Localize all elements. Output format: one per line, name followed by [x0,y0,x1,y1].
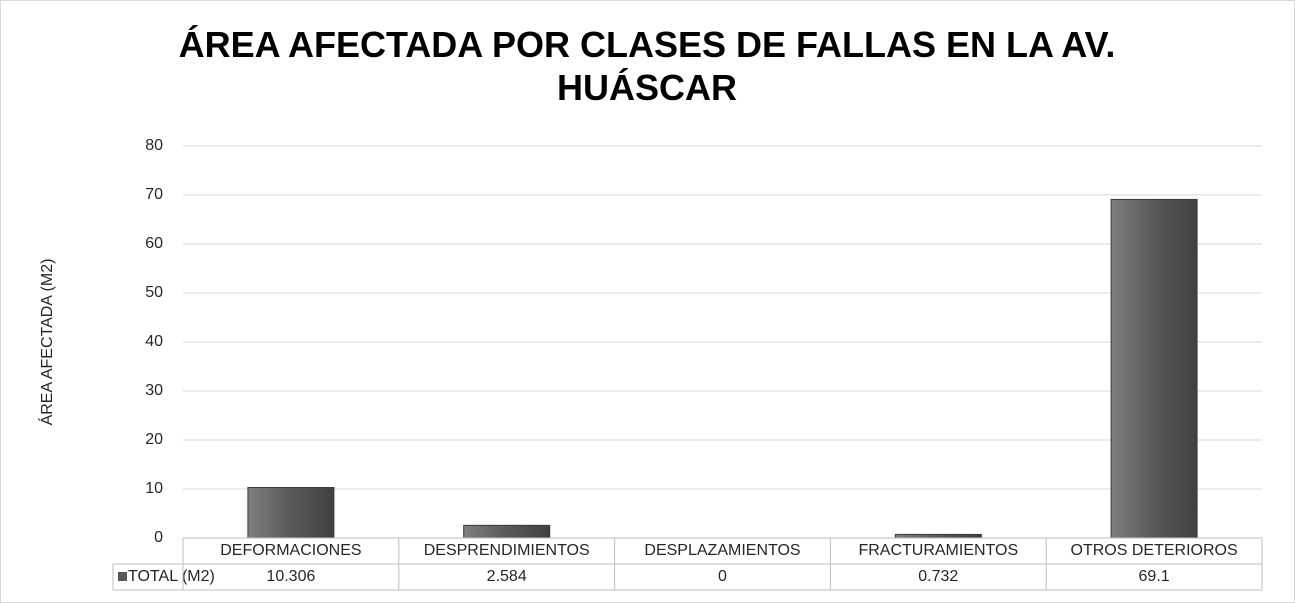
x-tick-label: DEFORMACIONES [220,542,361,559]
y-axis-label: ÁREA AFECTADA (M2) [37,259,56,426]
y-tick-label: 20 [145,431,163,448]
table-value: 69.1 [1139,568,1170,585]
bar [894,533,982,539]
x-tick-label: FRACTURAMIENTOS [858,542,1018,559]
table-value: 0 [718,568,727,585]
y-tick-label: 80 [145,137,163,154]
y-tick-label: 70 [145,186,163,203]
y-tick-label: 10 [145,480,163,497]
bar [247,487,335,539]
y-tick-label: 30 [145,382,163,399]
bar [1110,198,1198,539]
y-tick-label: 60 [145,235,163,252]
y-tick-label: 0 [154,529,163,546]
bar [463,524,551,539]
y-tick-label: 40 [145,333,163,350]
chart-title: ÁREA AFECTADA POR CLASES DE FALLAS EN LA… [179,24,1116,108]
x-tick-label: OTROS DETERIOROS [1071,542,1238,559]
x-tick-label: DESPLAZAMIENTOS [644,542,800,559]
legend-swatch [118,572,127,581]
table-value: 2.584 [487,568,527,585]
table-value: 0.732 [918,568,958,585]
x-tick-label: DESPRENDIMIENTOS [424,542,590,559]
legend-label: TOTAL (M2) [128,568,215,585]
table-value: 10.306 [266,568,315,585]
y-tick-label: 50 [145,284,163,301]
